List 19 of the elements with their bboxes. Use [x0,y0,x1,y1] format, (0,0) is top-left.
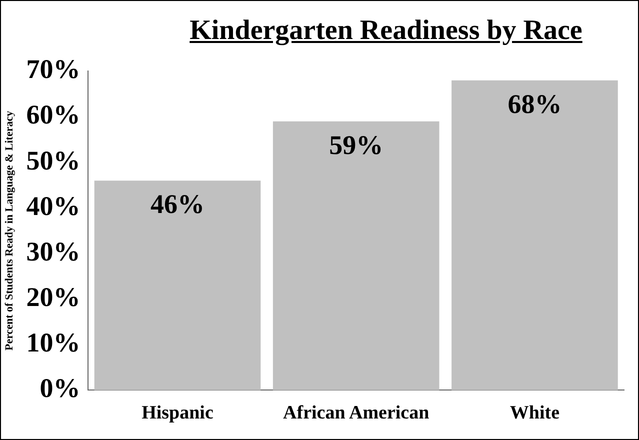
y-tick-label: 40% [26,190,80,221]
x-tick-label: White [510,402,560,424]
bar [94,180,261,390]
y-tick-label: 10% [26,328,80,358]
bar [452,80,618,390]
y-tick-label: 30% [26,236,80,266]
y-tick-label: 50% [26,145,80,176]
bar [272,121,440,390]
y-tick-label: 0% [40,373,80,404]
y-tick-label: 60% [26,100,80,130]
x-tick-label: African American [283,402,430,424]
data-label: 46% [150,189,204,220]
y-tick-label: 20% [26,282,80,312]
chart-title: Kindergarten Readiness by Race [188,15,584,47]
data-label: 59% [329,130,384,160]
y-axis-title: Percent of Students Ready in Language & Literacy [3,110,16,351]
data-label: 68% [508,88,562,119]
y-tick-label: 70% [26,54,80,84]
x-tick-label: Hispanic [142,402,214,424]
